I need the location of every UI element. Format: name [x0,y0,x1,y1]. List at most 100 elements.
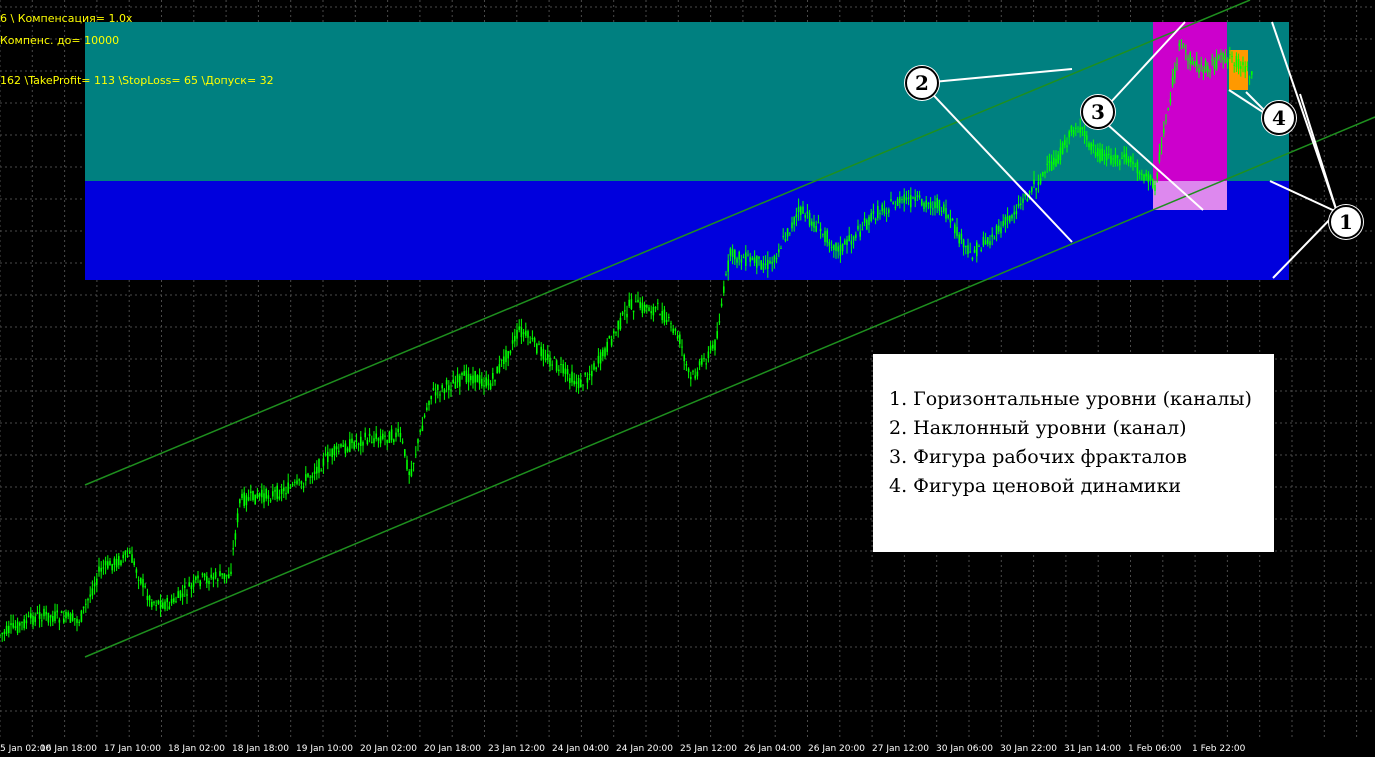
candle-body [580,379,582,388]
candle-body [965,246,967,247]
candle-body [201,573,204,575]
candle-body [498,364,501,373]
time-axis-label: 23 Jan 12:00 [488,744,545,754]
candle-body [417,439,419,444]
candle-body [179,590,182,598]
candle-body [833,245,835,250]
candle-body [912,197,914,199]
candle-body [331,449,333,458]
candle-body [1246,66,1249,67]
candle-body [813,222,815,228]
time-axis-label: 1 Feb 06:00 [1128,744,1182,754]
candle-body [206,576,208,584]
candle-body [890,199,892,202]
compensation-limit-text: Компенс. до= 10000 [0,34,120,47]
candle-body [144,586,146,588]
candle-body [10,623,12,625]
candle-body [1013,212,1015,215]
candle-body [151,602,153,607]
candle-body [474,371,476,383]
takeprofit-stoploss-text: 162 \TakeProfit= 113 \StopLoss= 65 \Допу… [0,74,274,87]
candle-body [764,263,767,265]
legend-item-3: 3. Фигура рабочих фракталов [889,446,1187,468]
candle-body [670,323,672,325]
candle-body [698,361,701,366]
candle-body [1167,107,1169,110]
candle-body [0,634,1,636]
candle-body [936,198,938,209]
candle-body [806,211,809,214]
candle-body [461,373,463,376]
candle-body [606,341,608,352]
candle-body [624,310,626,312]
candle-body [445,380,448,385]
candle-body [340,444,342,447]
candle-body [934,201,936,209]
candle-body [34,616,36,623]
candle-body [85,603,87,605]
time-axis-label: 17 Jan 10:00 [104,744,161,754]
candle-body [384,435,386,437]
candle-body [789,232,791,234]
candle-body [694,375,696,379]
candle-body [1035,188,1037,191]
candle-body [793,217,795,225]
candle-body [1233,64,1235,66]
candle-body [223,573,226,580]
candle-body [225,574,228,577]
candle-body [540,346,542,357]
candle-body [736,258,738,263]
candle-body [1213,60,1216,69]
candle-body [111,564,113,571]
candle-body [60,611,63,613]
candle-body [800,207,802,215]
candle-body [835,243,837,251]
candle-body [824,231,826,242]
candle-body [1042,172,1044,176]
candle-body [857,225,859,230]
candle-body [916,195,919,197]
candle-body [881,204,883,212]
candle-body [995,225,998,235]
candle-body [1026,198,1029,201]
candle-body [1222,53,1224,61]
candle-body [509,351,512,354]
candle-body [199,580,201,587]
candle-body [146,595,149,600]
candle-body [646,304,648,308]
candle-body [553,357,556,359]
candle-body [1218,55,1220,59]
candle-body [294,481,296,483]
candle-body [839,244,842,256]
candle-body [1006,216,1009,221]
candle-body [283,487,285,492]
candle-body [166,598,168,603]
candle-body [87,598,89,601]
candle-body [949,218,952,223]
candle-body [1092,144,1095,147]
candle-body [494,380,496,382]
candle-body [300,481,303,484]
candle-body [914,197,916,201]
candle-body [910,195,912,208]
candle-body [753,257,756,263]
annotation-lines [921,21,1338,279]
compensation-text: 6 \ Компенсация= 1.0x [0,12,133,25]
candle-body [69,613,72,623]
candle-body [672,328,674,333]
candle-body [203,573,206,577]
candle-body [971,257,974,260]
candle-body [564,368,567,374]
candle-body [804,215,806,218]
candle-body [1165,120,1167,122]
candle-body [89,594,91,597]
candle-body [415,454,417,456]
candle-body [366,440,369,445]
channel-upper-line [84,0,1251,486]
candle-body [1211,59,1213,61]
candle-body [333,445,336,456]
candle-body [230,571,232,574]
candle-body [542,349,545,360]
candle-body [1070,126,1073,133]
candle-body [181,593,184,597]
